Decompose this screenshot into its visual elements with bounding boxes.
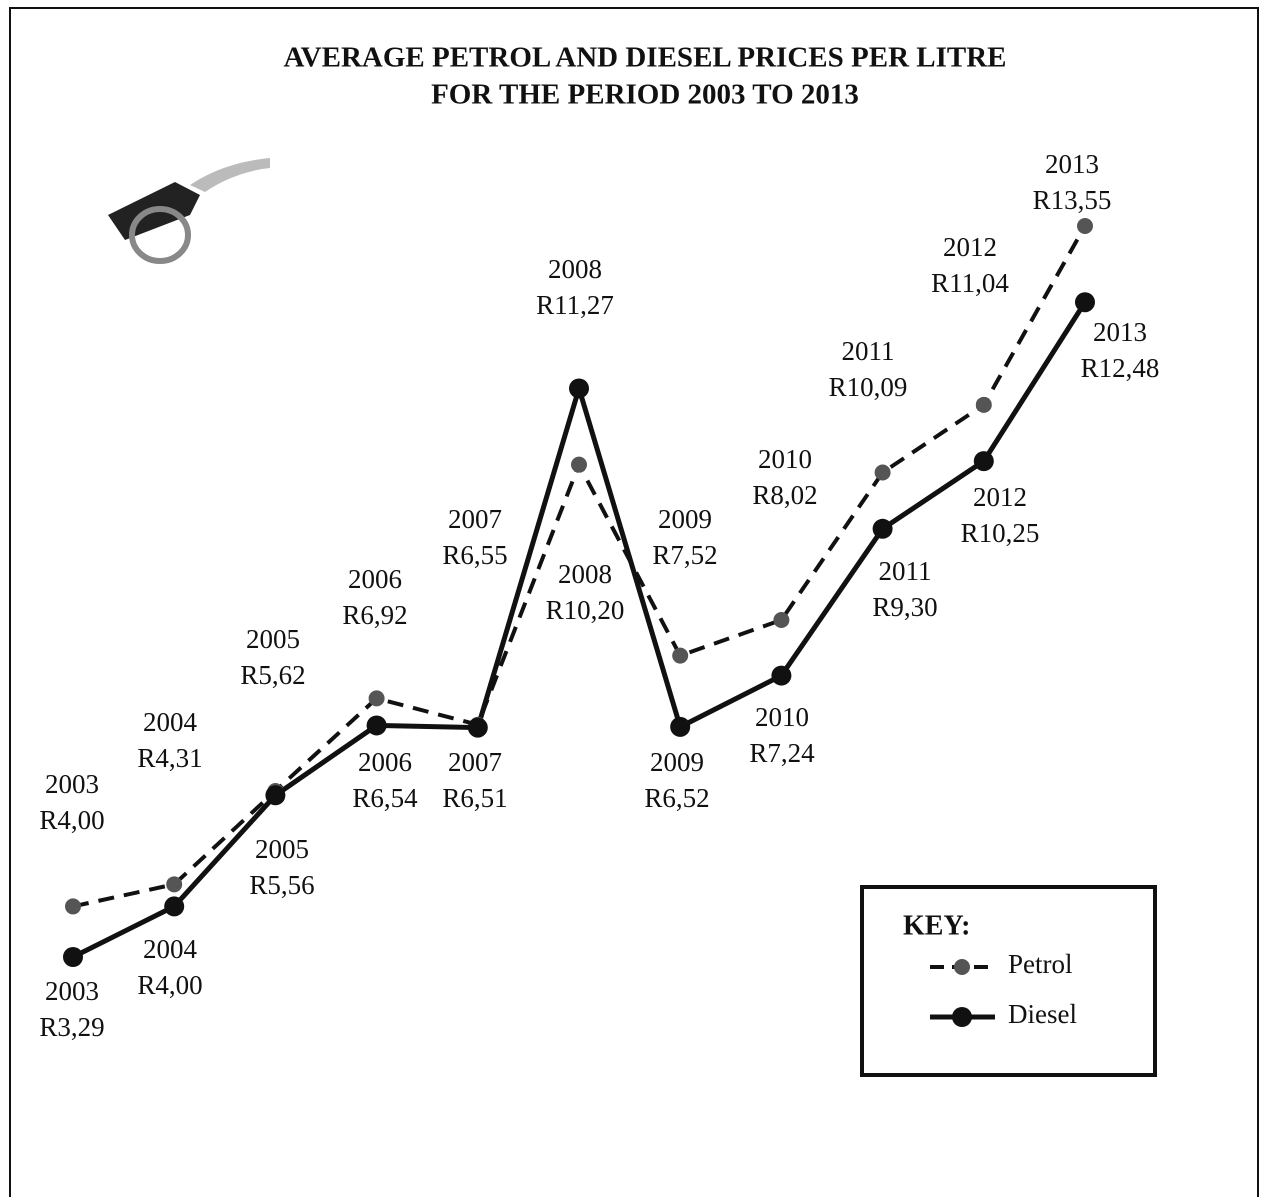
point-value-label: R4,00 [137,970,202,1000]
point [975,396,992,413]
point [771,665,792,686]
point-value-label: R5,62 [240,660,305,690]
point-year-label: 2008 [558,559,612,589]
point-year-label: 2011 [879,556,932,586]
point-value-label: R7,52 [652,540,717,570]
point-year-label: 2010 [758,444,812,474]
point-value-label: R8,02 [752,480,817,510]
point-value-label: R3,29 [39,1012,104,1042]
point-year-label: 2007 [448,747,502,777]
chart-title: FOR THE PERIOD 2003 TO 2013 [431,79,859,111]
point-year-label: 2012 [973,482,1027,512]
point [63,947,83,967]
legend-box [860,885,1157,1077]
point-year-label: 2008 [548,254,602,284]
point [672,647,689,664]
legend-label: Petrol [1008,949,1073,979]
point-year-label: 2004 [143,934,198,964]
chart-title: AVERAGE PETROL AND DIESEL PRICES PER LIT… [283,42,1006,74]
point [467,717,488,738]
point-year-label: 2006 [358,747,412,777]
point-value-label: R6,54 [352,783,418,813]
point-year-label: 2003 [45,769,99,799]
point-value-label: R6,52 [644,783,709,813]
point-value-label: R11,04 [931,268,1009,298]
point [366,715,387,736]
point-value-label: R4,00 [39,805,104,835]
point [1077,218,1093,234]
point-value-label: R6,92 [342,600,407,630]
point-value-label: R6,55 [442,540,507,570]
point-value-label: R6,51 [442,783,507,813]
point-value-label: R5,56 [249,870,314,900]
point-value-label: R9,30 [872,592,937,622]
point-year-label: 2004 [143,707,198,737]
point [973,451,994,472]
point [1075,292,1095,313]
point-year-label: 2009 [658,504,712,534]
point [874,464,891,481]
series-line [71,300,1088,960]
point [166,876,183,893]
nozzle-icon [108,158,270,264]
point-year-label: 2006 [348,564,402,594]
legend-marker [954,959,970,975]
point-value-label: R12,48 [1081,353,1160,383]
point [65,898,81,915]
point-value-label: R10,20 [546,595,625,625]
point-year-label: 2009 [650,747,704,777]
legend-marker [952,1007,972,1027]
point-year-label: 2013 [1093,317,1147,347]
point-value-label: R7,24 [749,738,815,768]
point-value-label: R11,27 [536,290,614,320]
point [773,611,790,628]
point [164,896,185,917]
point [368,690,385,707]
point [569,378,589,399]
point-year-label: 2011 [842,336,895,366]
point-year-label: 2012 [943,232,997,262]
point-year-label: 2005 [246,624,300,654]
point-year-label: 2013 [1045,149,1099,179]
point-value-label: R10,25 [961,518,1040,548]
point-value-label: R4,31 [137,743,202,773]
point-year-label: 2007 [448,504,502,534]
point-year-label: 2003 [45,976,99,1006]
legend-title: KEY: [903,910,970,941]
point-value-label: R13,55 [1033,185,1112,215]
point-year-label: 2005 [255,834,309,864]
point [571,456,587,473]
frame [9,7,1259,1197]
point [670,716,691,737]
point [872,518,893,539]
point-year-label: 2010 [755,702,809,732]
legend-label: Diesel [1008,999,1077,1029]
point-value-label: R10,09 [829,372,908,402]
point [265,785,286,806]
